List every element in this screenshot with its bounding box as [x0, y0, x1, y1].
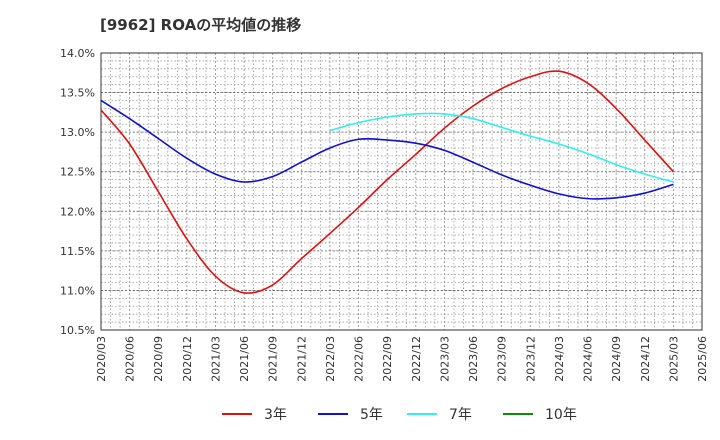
y-tick-label: 12.0%	[60, 205, 95, 218]
x-tick-label: 2022/03	[324, 336, 337, 382]
x-tick-label: 2022/12	[410, 336, 423, 382]
x-tick-label: 2024/09	[610, 336, 623, 382]
plot-frame	[100, 52, 703, 331]
axes: 10.5% 11.0% 11.5% 12.0% 12.5% 13.0% 13.5% 14.0%…	[60, 47, 709, 382]
legend-label: 7年	[449, 407, 472, 423]
series-line-1	[100, 70, 674, 294]
x-tick-label: 2024/06	[582, 336, 595, 382]
grid	[100, 52, 703, 331]
x-tick-label: 2021/12	[295, 336, 308, 382]
x-tick-label: 2020/09	[152, 336, 165, 382]
legend-label: 3年	[264, 407, 287, 423]
x-tick-label: 2025/03	[667, 336, 680, 382]
x-tick-label: 2020/06	[124, 336, 137, 382]
legend-label: 5年	[360, 407, 383, 423]
x-tick-label: 2024/03	[553, 336, 566, 382]
x-tick-label: 2023/09	[496, 336, 509, 382]
y-tick-label: 12.5%	[60, 166, 95, 179]
y-tick-label: 14.0%	[60, 47, 95, 60]
y-tick-label: 13.0%	[60, 126, 95, 139]
legend: 3年 5年 7年 10年	[222, 407, 577, 423]
x-tick-label: 2021/09	[267, 336, 280, 382]
y-tick-label: 11.0%	[60, 284, 95, 297]
chart-title: [9962] ROAの平均値の推移	[100, 16, 302, 34]
series-lines	[100, 70, 674, 294]
x-tick-label: 2023/03	[438, 336, 451, 382]
x-tick-label: 2024/12	[639, 336, 652, 382]
x-tick-label: 2023/12	[524, 336, 537, 382]
x-tick-label: 2022/09	[381, 336, 394, 382]
series-line-3	[329, 112, 674, 183]
y-tick-label: 10.5%	[60, 324, 95, 337]
x-tick-label: 2021/06	[238, 336, 251, 382]
x-tick-label: 2023/06	[467, 336, 480, 382]
x-tick-label: 2020/12	[181, 336, 194, 382]
y-tick-label: 11.5%	[60, 245, 95, 258]
y-tick-label: 13.5%	[60, 87, 95, 100]
x-tick-label: 2022/06	[353, 336, 366, 382]
x-tick-label: 2025/06	[696, 336, 709, 382]
legend-label: 10年	[545, 407, 577, 423]
x-tick-label: 2021/03	[209, 336, 222, 382]
series-line-2	[100, 99, 674, 200]
x-tick-label: 2020/03	[95, 336, 108, 382]
